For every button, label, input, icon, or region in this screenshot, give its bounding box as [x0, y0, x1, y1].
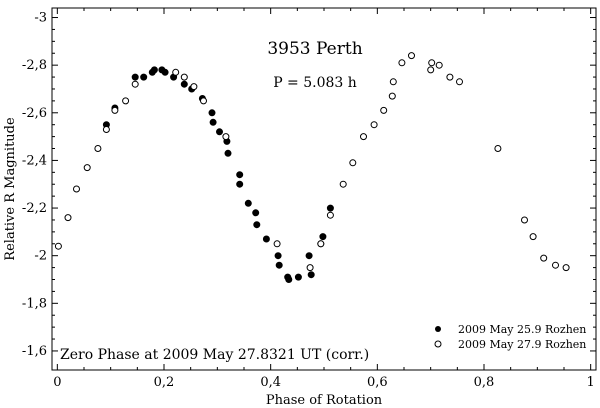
data-point-series-1 — [253, 221, 261, 229]
data-point-series-2 — [380, 106, 388, 114]
data-point-series-2 — [408, 52, 415, 60]
data-point-series-2 — [398, 59, 406, 67]
data-point-series-2 — [388, 92, 396, 100]
data-points — [54, 52, 570, 283]
data-point-series-2 — [435, 61, 443, 69]
y-tick-label: -2,8 — [22, 58, 47, 73]
data-point-series-1 — [180, 80, 188, 88]
data-point-series-2 — [370, 121, 378, 129]
x-tick-label: 0,8 — [474, 375, 495, 390]
data-point-series-2 — [428, 59, 436, 67]
data-point-series-2 — [83, 164, 91, 172]
legend-marker-open — [434, 340, 442, 348]
data-point-series-1 — [236, 180, 244, 188]
y-tick-label: -2,4 — [22, 153, 47, 168]
data-point-series-2 — [540, 254, 548, 262]
x-axis-title: Phase of Rotation — [266, 393, 383, 408]
data-point-series-2 — [73, 185, 80, 193]
data-point-series-2 — [306, 264, 314, 272]
y-tick-label: -2 — [34, 249, 47, 264]
data-point-series-1 — [224, 149, 232, 157]
data-point-series-2 — [131, 80, 139, 88]
data-point-series-1 — [285, 276, 293, 283]
data-point-series-2 — [102, 126, 110, 133]
data-point-series-2 — [446, 73, 454, 81]
data-point-series-2 — [562, 264, 570, 272]
data-point-series-2 — [200, 97, 207, 105]
data-point-series-2 — [529, 233, 537, 241]
data-point-series-2 — [190, 83, 198, 91]
data-point-series-2 — [427, 66, 435, 74]
data-point-series-2 — [339, 180, 347, 188]
data-point-series-2 — [349, 159, 357, 167]
x-tick-label: 0,6 — [367, 375, 388, 390]
data-point-series-1 — [319, 233, 327, 241]
data-point-series-2 — [360, 133, 367, 141]
data-point-series-2 — [389, 78, 397, 86]
data-point-series-2 — [180, 73, 188, 81]
data-point-series-2 — [456, 78, 463, 86]
data-point-series-2 — [94, 145, 102, 152]
data-point-series-1 — [326, 204, 334, 212]
legend-label-series-1: 2009 May 25.9 Rozhen — [458, 323, 586, 336]
x-tick-label: 0,2 — [154, 375, 175, 390]
plot-frame — [51, 7, 597, 371]
data-point-series-2 — [54, 242, 62, 250]
data-point-series-1 — [236, 171, 244, 179]
y-tick-label: -2,6 — [22, 106, 47, 121]
data-point-series-1 — [294, 273, 302, 281]
legend-marker-filled — [435, 326, 441, 332]
data-point-series-1 — [274, 252, 282, 260]
data-point-series-1 — [131, 73, 139, 81]
period-annotation: P = 5.083 h — [273, 75, 357, 91]
data-point-series-1 — [262, 235, 270, 243]
data-point-series-1 — [208, 109, 216, 117]
y-tick-label: -1,6 — [22, 344, 47, 359]
data-point-series-1 — [140, 73, 148, 81]
data-point-series-2 — [552, 261, 559, 269]
zero-phase-annotation: Zero Phase at 2009 May 27.8321 UT (corr.… — [60, 347, 369, 363]
data-point-series-2 — [172, 68, 180, 76]
data-point-series-2 — [222, 133, 230, 141]
chart-title: 3953 Perth — [267, 39, 362, 59]
legend-label-series-2: 2009 May 27.9 Rozhen — [458, 338, 586, 351]
data-point-series-1 — [161, 68, 169, 76]
data-point-series-2 — [111, 106, 119, 114]
axis-ticks: 0 0,2 0,4 0,6 0,8 1 -1,6 -1,8 -2 -2,2 -2,4 -2,6 -2,8… — [22, 8, 596, 390]
y-tick-label: -1,8 — [22, 296, 47, 311]
y-tick-label: -3 — [34, 11, 47, 26]
data-point-series-2 — [494, 145, 502, 152]
data-point-series-1 — [252, 209, 260, 217]
data-point-series-2 — [64, 214, 72, 222]
data-point-series-1 — [150, 66, 158, 74]
data-point-series-1 — [275, 261, 283, 269]
data-point-series-1 — [307, 271, 315, 279]
x-tick-label: 0,4 — [260, 375, 281, 390]
data-point-series-1 — [216, 128, 223, 136]
data-point-series-2 — [273, 240, 281, 248]
data-point-series-2 — [521, 216, 528, 224]
data-point-series-2 — [326, 211, 334, 219]
y-tick-label: -2,2 — [22, 201, 47, 216]
data-point-series-1 — [209, 118, 217, 126]
data-point-series-2 — [122, 97, 130, 105]
data-point-series-1 — [244, 199, 252, 207]
x-tick-label: 1 — [587, 375, 595, 390]
data-point-series-2 — [317, 240, 325, 248]
y-axis-title: Relative R Magnitude — [3, 117, 18, 261]
data-point-series-1 — [305, 252, 313, 260]
x-tick-label: 0 — [53, 375, 61, 390]
legend: 2009 May 25.9 Rozhen 2009 May 27.9 Rozhe… — [434, 323, 586, 351]
